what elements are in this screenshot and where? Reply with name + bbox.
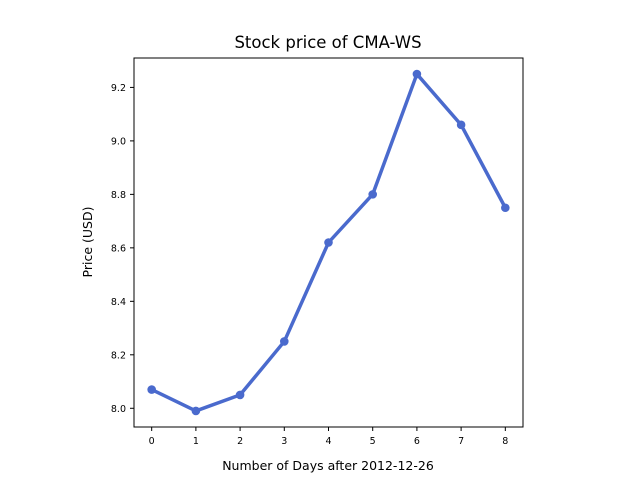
data-point: [368, 190, 378, 199]
x-axis-label: Number of Days after 2012-12-26: [222, 458, 434, 473]
x-tick-label: 2: [237, 436, 243, 447]
series-layer: [147, 69, 510, 416]
data-point: [501, 203, 510, 213]
x-tick-label: 1: [193, 436, 199, 447]
y-axis: 8.0 8.2 8.4 8.6 8.8 9.0 9.2: [111, 83, 134, 415]
data-point: [279, 337, 289, 346]
data-point: [147, 385, 156, 394]
y-axis-label: Price (USD): [80, 207, 95, 278]
x-tick-label: 8: [502, 436, 508, 447]
x-tick-label: 5: [370, 436, 376, 447]
data-point: [191, 406, 201, 416]
x-tick-label: 0: [149, 436, 155, 447]
x-tick-label: 3: [281, 436, 287, 447]
data-point: [412, 69, 422, 79]
x-tick-label: 7: [458, 436, 464, 447]
data-point: [456, 120, 466, 130]
y-tick-label: 8.6: [111, 243, 126, 254]
y-tick-label: 8.4: [111, 297, 126, 308]
chart-title: Stock price of CMA-WS: [234, 33, 421, 52]
data-point: [235, 390, 245, 400]
data-point: [324, 238, 333, 247]
x-axis: 0 1 2 3 4 5 6 7 8: [149, 427, 508, 447]
x-tick-label: 6: [414, 436, 420, 447]
y-tick-label: 8.8: [111, 190, 126, 201]
y-tick-label: 9.0: [111, 136, 126, 147]
y-tick-label: 8.0: [111, 404, 126, 415]
y-tick-label: 8.2: [111, 350, 126, 361]
x-tick-label: 4: [325, 436, 331, 447]
y-tick-label: 9.2: [111, 83, 126, 94]
